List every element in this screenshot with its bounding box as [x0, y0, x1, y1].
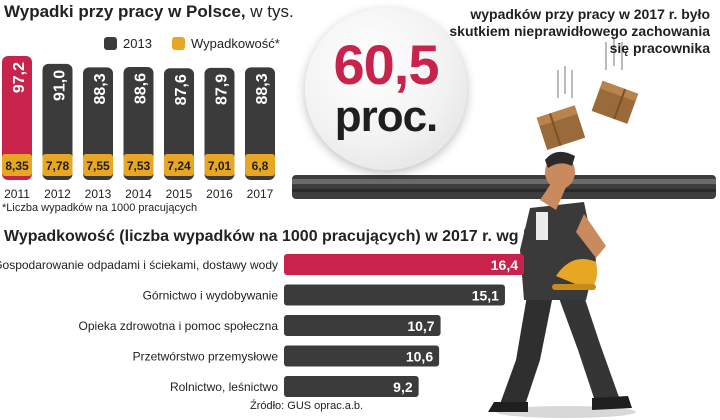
year-label-2016: 2016: [206, 187, 233, 201]
legend-item-wypadkowosc: Wypadkowość*: [172, 36, 280, 51]
industry-bar-3: [284, 345, 440, 367]
callout-value: 60,5: [333, 33, 440, 96]
bar-label-2013-2012: 91,0: [52, 70, 69, 101]
industry-label-1: Górnictwo i wydobywanie: [143, 289, 279, 303]
industry-value-3: 10,6: [406, 349, 433, 365]
falling-box-icon: [536, 66, 586, 151]
legend-swatch-dark: [104, 37, 117, 50]
legend-swatch-gold: [172, 37, 185, 50]
industry-label-2: Opieka zdrowotna i pomoc społeczna: [79, 319, 279, 333]
industry-bar-2: [284, 315, 441, 336]
rate-box-2016: [204, 154, 235, 176]
bar-label-2013-2014: 88,6: [133, 73, 150, 104]
source-note: Źródło: GUS oprac.a.b.: [250, 400, 364, 412]
chart-title-unit: w tys.: [250, 2, 294, 21]
industry-value-0: 16,4: [491, 257, 518, 273]
rate-label-2015: 7,24: [167, 159, 191, 173]
rate-box-2012: [42, 154, 73, 176]
rate-box-2011: [2, 154, 32, 176]
industry-bar-0: [284, 254, 524, 275]
bar-label-2013-2016: 87,9: [214, 74, 231, 105]
bar-2013-2012: [42, 63, 73, 180]
bar-2013-2016: [204, 67, 235, 180]
callout-circle: [305, 8, 467, 170]
rate-label-2012: 7,78: [46, 159, 70, 173]
bar-2013-2015: [164, 68, 194, 180]
industry-label-3: Przetwórstwo przemysłowe: [133, 350, 279, 364]
chart-title: Wypadki przy pracy w Polsce, w tys.: [4, 2, 294, 22]
steel-beam-icon: [292, 175, 716, 199]
industry-label-4: Rolnictwo, leśnictwo: [170, 380, 278, 394]
bar-2013-2014: [123, 66, 154, 180]
industry-value-4: 9,2: [393, 379, 413, 395]
year-label-2015: 2015: [166, 187, 193, 201]
industry-value-2: 10,7: [407, 318, 434, 334]
rate-label-2011: 8,35: [5, 159, 29, 173]
industry-bar-4: [284, 376, 419, 397]
bar-label-2013-2011: 97,2: [11, 62, 28, 93]
rate-box-2014: [123, 154, 154, 176]
industry-value-1: 15,1: [472, 288, 499, 304]
bar-2013-2013: [83, 67, 113, 180]
year-label-2013: 2013: [85, 187, 112, 201]
footnote: *Liczba wypadków na 1000 pracujących: [2, 202, 198, 214]
callout-unit: proc.: [334, 92, 439, 141]
legend-label-2013: 2013: [123, 36, 152, 51]
bar-label-2013-2015: 87,6: [173, 74, 190, 105]
industry-label-0: Gospodarowanie odpadami i ściekami, dost…: [0, 258, 278, 272]
year-label-2012: 2012: [44, 187, 71, 201]
rate-label-2017: 6,8: [252, 159, 269, 173]
rate-box-2013: [83, 154, 113, 176]
rate-box-2017: [245, 154, 275, 176]
rate-box-2015: [164, 154, 194, 176]
section2-title: Wypadkowość (liczba wypadków na 1000 pra…: [4, 228, 566, 245]
legend-item-2013: 2013: [104, 36, 152, 51]
callout-caption: wypadków przy pracy w 2017 r. było skutk…: [449, 6, 710, 56]
rate-label-2016: 7,01: [208, 159, 232, 173]
falling-box-icon-2: [591, 38, 639, 124]
rate-label-2013: 7,55: [86, 159, 110, 173]
bar-2013-2017: [245, 67, 275, 180]
year-label-2014: 2014: [125, 187, 152, 201]
legend-label-wypadkowosc: Wypadkowość*: [191, 36, 280, 51]
year-label-2017: 2017: [247, 187, 274, 201]
chart-title-text: Wypadki przy pracy w Polsce,: [4, 2, 246, 21]
year-label-2011: 2011: [4, 187, 30, 201]
bar-2013-2011: [2, 56, 32, 180]
rate-label-2014: 7,53: [127, 159, 151, 173]
bar-label-2013-2013: 88,3: [92, 73, 109, 104]
industry-bar-1: [284, 284, 505, 306]
bar-label-2013-2017: 88,3: [254, 73, 271, 104]
worker-figure-icon: [488, 151, 636, 418]
